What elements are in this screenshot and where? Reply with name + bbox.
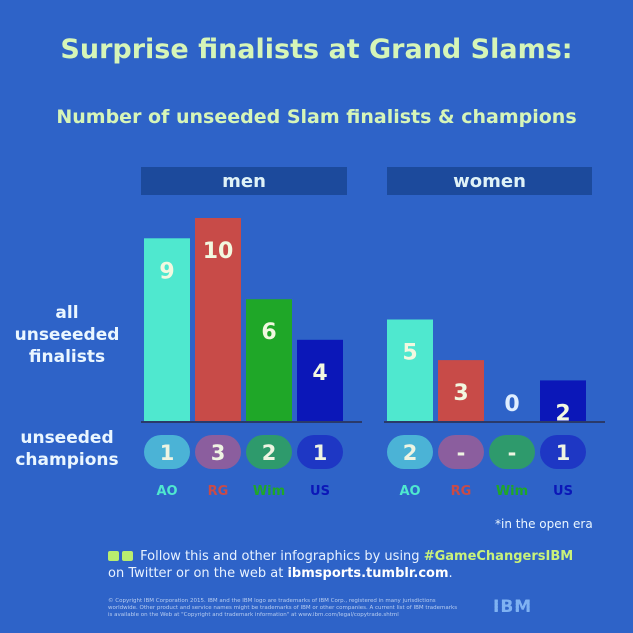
- category-label-women-US: US: [553, 484, 573, 499]
- hashtag-link[interactable]: #GameChangersIBM: [423, 549, 574, 564]
- bar-men-US: [297, 339, 343, 421]
- value-label-women-US: 2: [555, 401, 570, 426]
- champion-pill-women-AO: [387, 435, 433, 469]
- row-label-champions: unseeded champions: [15, 428, 119, 470]
- copyright-notice: © Copyright IBM Corporation 2015. IBM an…: [108, 598, 458, 618]
- value-label-women-AO: 5: [402, 341, 417, 366]
- row-label-finalists: all unseeeded finalists: [14, 303, 120, 367]
- value-label-women-RG: 3: [453, 381, 468, 406]
- value-label-men-Wim: 6: [261, 320, 276, 345]
- champion-pill-men-RG: [195, 435, 241, 469]
- champion-pill-men-US: [297, 435, 343, 469]
- twitter-icon: [108, 551, 119, 561]
- category-label-women-RG: RG: [451, 484, 472, 499]
- bar-men-AO: [144, 238, 190, 421]
- follow-suffix: .: [448, 566, 453, 581]
- champion-pill-women-Wim: [489, 435, 535, 469]
- champion-count-men-US: 1: [313, 441, 328, 465]
- champion-count-women-RG: -: [457, 441, 466, 465]
- champion-count-men-AO: 1: [160, 441, 175, 465]
- champion-count-men-RG: 3: [211, 441, 226, 465]
- value-label-men-AO: 9: [159, 259, 174, 284]
- bar-women-AO: [387, 319, 433, 421]
- panel-header-men: men: [141, 167, 347, 195]
- bar-women-RG: [438, 360, 484, 421]
- category-label-men-AO: AO: [156, 484, 177, 499]
- chart-subtitle: Number of unseeded Slam finalists & cham…: [56, 106, 577, 128]
- footnote: *in the open era: [495, 517, 593, 531]
- champion-pill-women-RG: [438, 435, 484, 469]
- bar-men-RG: [195, 218, 241, 421]
- champion-pill-men-AO: [144, 435, 190, 469]
- champion-count-women-Wim: -: [508, 441, 517, 465]
- champion-count-men-Wim: 2: [262, 441, 277, 465]
- laptop-icon: [122, 551, 133, 561]
- value-label-women-Wim: 0: [504, 392, 519, 417]
- panel-header-women: women: [387, 167, 592, 195]
- champion-count-women-AO: 2: [403, 441, 418, 465]
- value-label-men-RG: 10: [203, 239, 234, 264]
- champion-pill-men-Wim: [246, 435, 292, 469]
- website-link[interactable]: ibmsports.tumblr.com: [287, 566, 449, 581]
- category-label-women-Wim: Wim: [496, 484, 528, 499]
- category-label-men-Wim: Wim: [253, 484, 285, 499]
- ibm-logo: IBM: [493, 597, 533, 617]
- champion-count-women-US: 1: [556, 441, 571, 465]
- value-label-men-US: 4: [312, 361, 327, 386]
- follow-prefix: Follow this and other infographics by us…: [140, 549, 424, 564]
- category-label-men-US: US: [310, 484, 330, 499]
- bar-men-Wim: [246, 299, 292, 421]
- chart-title: Surprise finalists at Grand Slams:: [60, 34, 573, 65]
- bar-women-US: [540, 380, 586, 421]
- follow-text: Follow this and other infographics by us…: [108, 548, 588, 582]
- follow-middle: on Twitter or on the web at: [108, 566, 288, 581]
- category-label-men-RG: RG: [208, 484, 229, 499]
- champion-pill-women-US: [540, 435, 586, 469]
- category-label-women-AO: AO: [399, 484, 420, 499]
